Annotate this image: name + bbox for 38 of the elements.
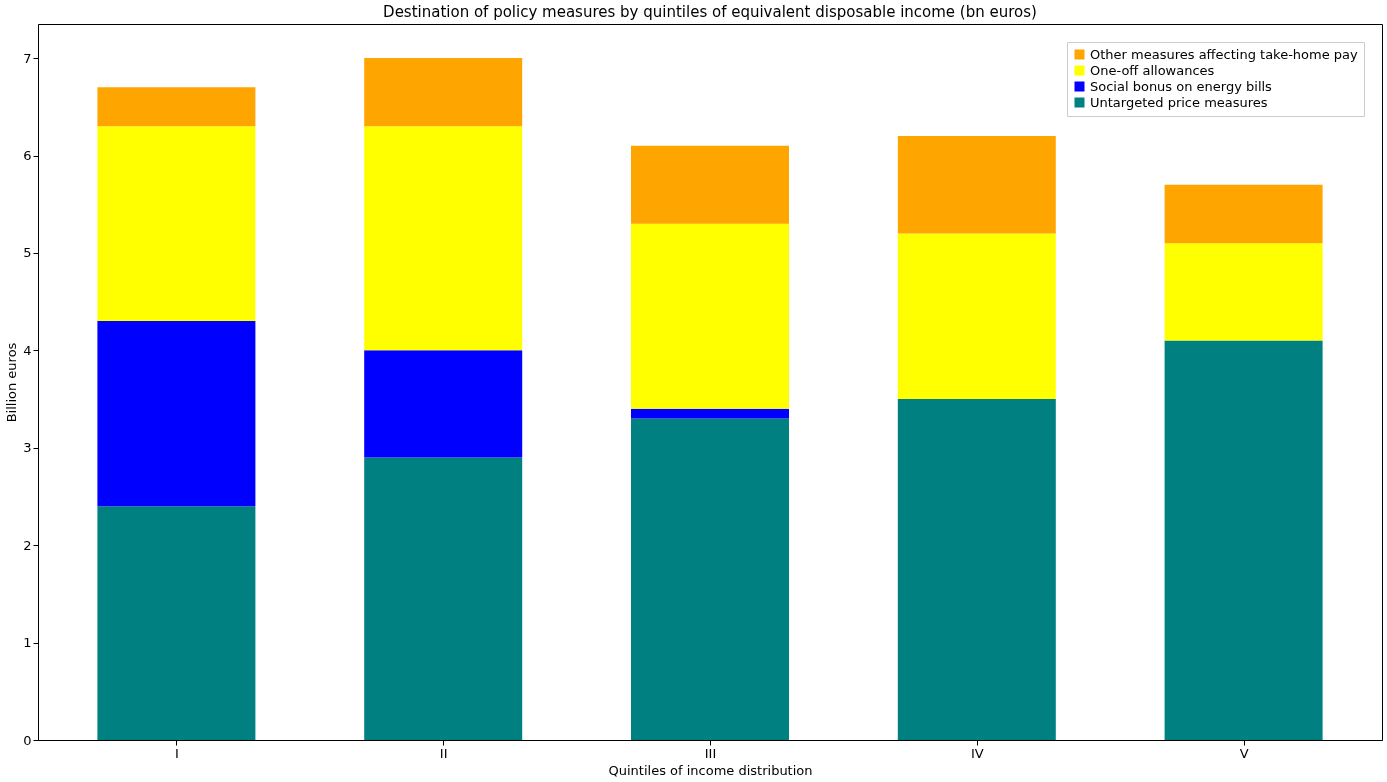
bar xyxy=(631,408,789,419)
bar xyxy=(1164,340,1323,740)
x-tick-label: V xyxy=(1239,745,1249,761)
y-tick-label: 7 xyxy=(23,50,32,66)
bar xyxy=(631,223,789,409)
bar xyxy=(897,233,1056,400)
bar xyxy=(97,506,256,740)
y-axis-title: Billion euros xyxy=(4,342,20,423)
bar xyxy=(631,145,789,224)
bar xyxy=(97,126,256,322)
x-tick-label: III xyxy=(704,745,717,761)
chart-title: Destination of policy measures by quintiles of equivalent disposable income (bn euros) xyxy=(383,3,1037,21)
y-tick-label: 2 xyxy=(23,537,32,553)
bar xyxy=(364,126,523,351)
legend-label: Social bonus on energy bills xyxy=(1090,78,1273,94)
x-axis-title: Quintiles of income distribution xyxy=(608,762,813,778)
y-tick-label: 5 xyxy=(23,245,32,261)
bar xyxy=(97,87,256,127)
legend-label: One-off allowances xyxy=(1090,62,1215,78)
legend-label: Other measures affecting take-home pay xyxy=(1090,46,1359,62)
x-tick-label: I xyxy=(174,745,179,761)
bar xyxy=(364,58,523,127)
bar xyxy=(364,457,523,740)
bar xyxy=(364,350,523,458)
x-tick-label: IV xyxy=(970,745,984,761)
bar xyxy=(897,399,1056,740)
y-tick-label: 6 xyxy=(23,148,32,164)
bar xyxy=(97,321,256,507)
bar xyxy=(631,418,789,740)
x-tick-label: II xyxy=(439,745,448,761)
bar xyxy=(1164,184,1323,244)
y-tick-label: 0 xyxy=(23,732,32,748)
legend-label: Untargeted price measures xyxy=(1090,94,1268,110)
bar xyxy=(1164,243,1323,341)
y-tick-label: 3 xyxy=(23,440,32,456)
y-tick-label: 1 xyxy=(23,635,32,651)
bar xyxy=(897,136,1056,234)
y-tick-label: 4 xyxy=(23,342,32,358)
